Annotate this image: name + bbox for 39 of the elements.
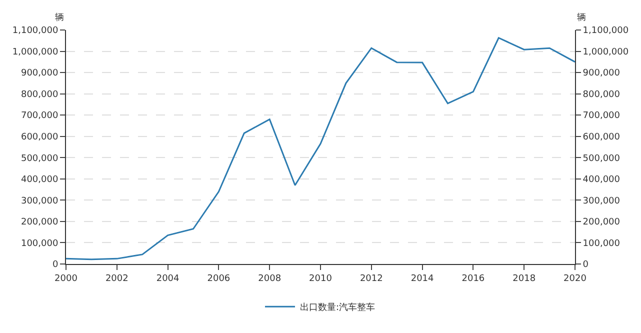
legend-label: 出口数量:汽车整车 xyxy=(300,302,376,314)
y-tick-label: 0 xyxy=(52,260,58,270)
x-tick-label: 2014 xyxy=(410,274,434,284)
y2-tick-label: 200,000 xyxy=(582,218,620,228)
y2-tick-label: 1,000,000 xyxy=(582,47,629,58)
x-tick-label: 2002 xyxy=(105,274,128,284)
y-tick-label: 600,000 xyxy=(20,132,58,143)
y-tick-label: 700,000 xyxy=(20,111,58,122)
y-tick-label: 100,000 xyxy=(20,238,58,249)
y-tick-label: 400,000 xyxy=(20,175,58,186)
y-tick-label: 200,000 xyxy=(20,218,58,228)
y-tick-label: 800,000 xyxy=(20,90,58,100)
x-tick-label: 2006 xyxy=(207,274,230,284)
y-tick-label: 1,100,000 xyxy=(12,26,58,36)
x-tick-label: 2000 xyxy=(54,274,78,284)
x-tick-label: 2018 xyxy=(512,274,536,284)
y2-tick-label: 800,000 xyxy=(582,90,620,100)
x-tick-label: 2004 xyxy=(156,274,180,284)
x-tick-label: 2008 xyxy=(258,274,282,284)
y-tick-label: 300,000 xyxy=(20,196,58,206)
y2-tick-label: 500,000 xyxy=(582,154,620,164)
y-axis-title: 辆 xyxy=(55,12,64,23)
y2-tick-label: 300,000 xyxy=(582,196,620,206)
x-tick-label: 2012 xyxy=(360,274,383,284)
y2-tick-label: 0 xyxy=(582,260,589,270)
y2-tick-label: 700,000 xyxy=(582,111,620,122)
y2-tick-label: 100,000 xyxy=(582,238,620,249)
line-series xyxy=(66,37,575,260)
y-tick-label: 1,000,000 xyxy=(12,47,58,58)
y2-tick-label: 1,100,000 xyxy=(582,26,629,36)
y-tick-label: 500,000 xyxy=(20,154,58,164)
y2-tick-label: 900,000 xyxy=(582,68,620,79)
x-tick-label: 2020 xyxy=(564,274,587,284)
y-tick-label: 900,000 xyxy=(20,68,58,79)
x-tick-label: 2016 xyxy=(462,274,485,284)
y2-tick-label: 400,000 xyxy=(582,175,620,186)
x-tick-label: 2010 xyxy=(309,274,332,284)
y2-tick-label: 600,000 xyxy=(582,132,620,143)
y2-axis-title: 辆 xyxy=(577,12,586,23)
